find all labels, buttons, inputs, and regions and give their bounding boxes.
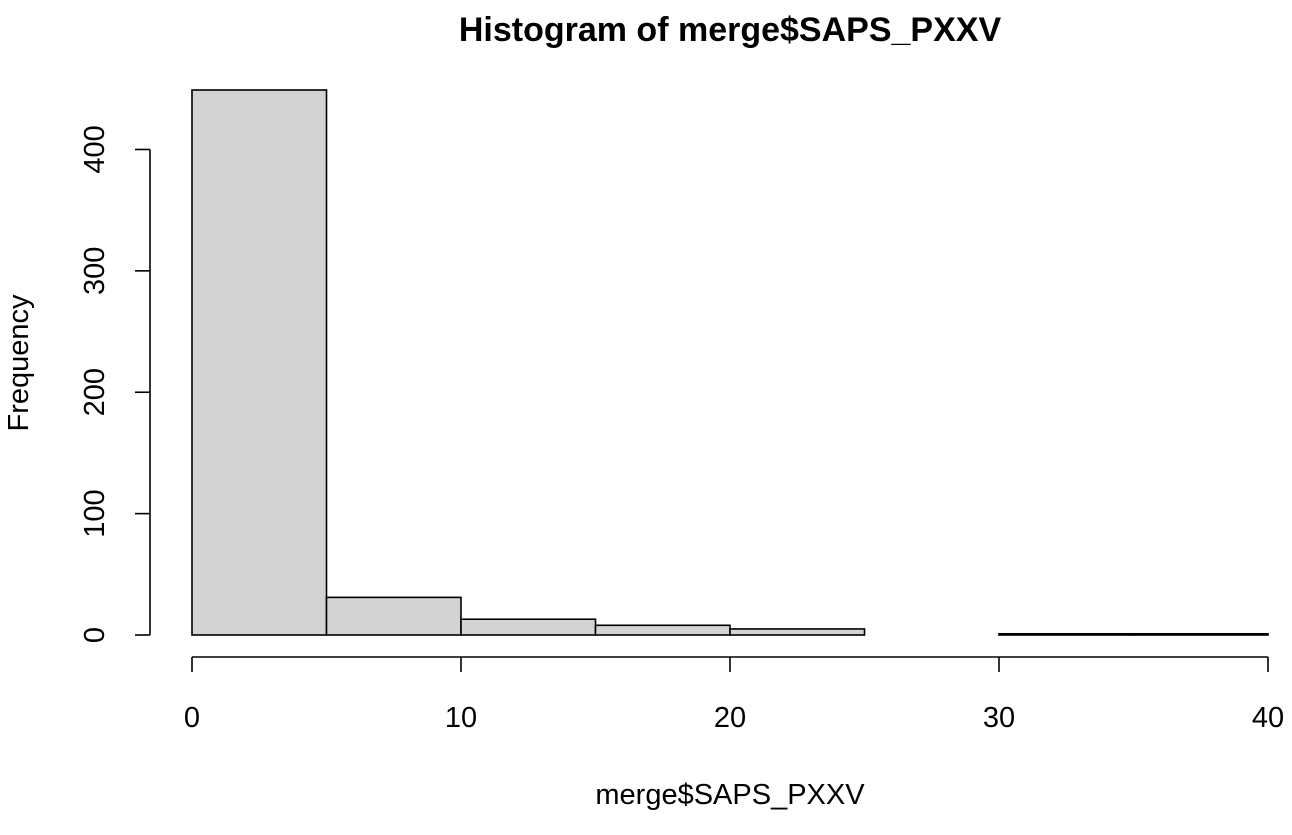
y-tick-label: 100 (79, 489, 111, 537)
chart-title: Histogram of merge$SAPS_PXXV (459, 11, 1002, 49)
y-tick-label: 400 (79, 125, 111, 173)
y-tick-label: 300 (79, 247, 111, 295)
x-axis: 0 10 20 30 40 (184, 656, 1284, 734)
histogram-bar-3 (594, 624, 731, 636)
y-tick-label: 200 (79, 368, 111, 416)
x-tick-label: 30 (983, 702, 1015, 734)
histogram-bar-2 (460, 618, 597, 636)
x-tick-label: 40 (1252, 702, 1284, 734)
x-tick-label: 20 (714, 702, 746, 734)
bars-layer (191, 89, 1269, 636)
x-axis-label: merge$SAPS_PXXV (595, 779, 865, 811)
histogram-bar-6 (998, 632, 1135, 636)
histogram-bar-7 (1132, 632, 1269, 636)
histogram-bar-0 (191, 89, 328, 636)
y-tick-label: 0 (79, 627, 111, 643)
x-tick-label: 10 (445, 702, 477, 734)
histogram-bar-1 (325, 596, 462, 636)
histogram-bar-4 (729, 628, 866, 636)
y-axis: 0 100 200 300 400 (79, 125, 151, 643)
x-tick-label: 0 (184, 702, 200, 734)
y-axis-label: Frequency (3, 294, 35, 432)
